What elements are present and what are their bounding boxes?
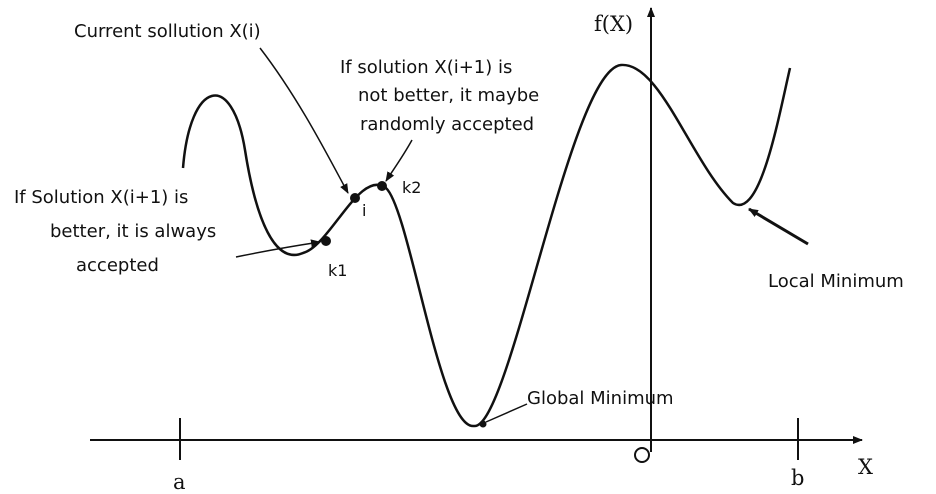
tick-a-label: a [173, 470, 186, 494]
arrow-local-minimum [748, 207, 809, 246]
y-axis-label: f(X) [594, 12, 633, 36]
x-axis-label: X [858, 455, 873, 479]
point-i [350, 193, 360, 203]
annotation-not-better-line2: not better, it maybe [358, 85, 539, 106]
arrow-current-solution [259, 47, 349, 194]
annotation-better-line2: better, it is always [50, 221, 216, 242]
annotation-better-line3: accepted [76, 255, 159, 276]
label-k2: k2 [402, 178, 421, 197]
objective-curve [181, 63, 792, 428]
annotation-current-solution: Current sollution X(i) [74, 21, 261, 42]
label-k1: k1 [328, 261, 347, 280]
annotation-not-better-line1: If solution X(i+1) is [340, 57, 512, 78]
leader-global-minimum [485, 403, 528, 423]
point-global-min [479, 420, 487, 428]
arrow-better [235, 239, 321, 258]
annotation-local-minimum: Local Minimum [768, 271, 904, 292]
point-k1 [321, 236, 331, 246]
tick-b-label: b [791, 466, 804, 490]
annotation-global-minimum: Global Minimum [527, 388, 674, 409]
annotation-not-better-line3: randomly accepted [360, 114, 534, 135]
origin-marker [634, 447, 650, 463]
annotation-better-line1: If Solution X(i+1) is [14, 187, 188, 208]
label-i: i [362, 201, 366, 220]
arrow-not-better [385, 139, 413, 182]
point-k2 [377, 181, 387, 191]
